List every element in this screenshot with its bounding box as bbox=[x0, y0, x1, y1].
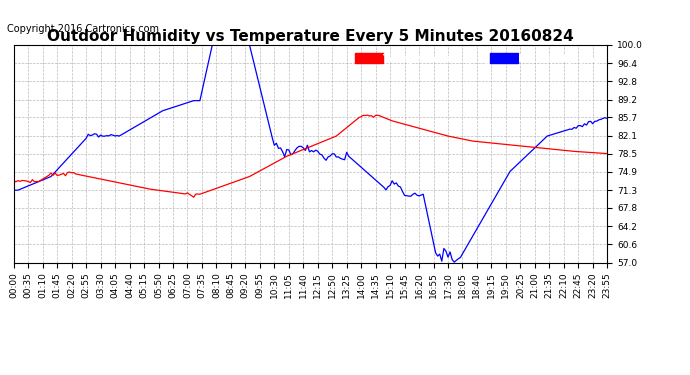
Text: Copyright 2016 Cartronics.com: Copyright 2016 Cartronics.com bbox=[7, 24, 159, 34]
Title: Outdoor Humidity vs Temperature Every 5 Minutes 20160824: Outdoor Humidity vs Temperature Every 5 … bbox=[47, 29, 574, 44]
Legend: Temperature (°F), Humidity (%): Temperature (°F), Humidity (%) bbox=[353, 51, 602, 66]
